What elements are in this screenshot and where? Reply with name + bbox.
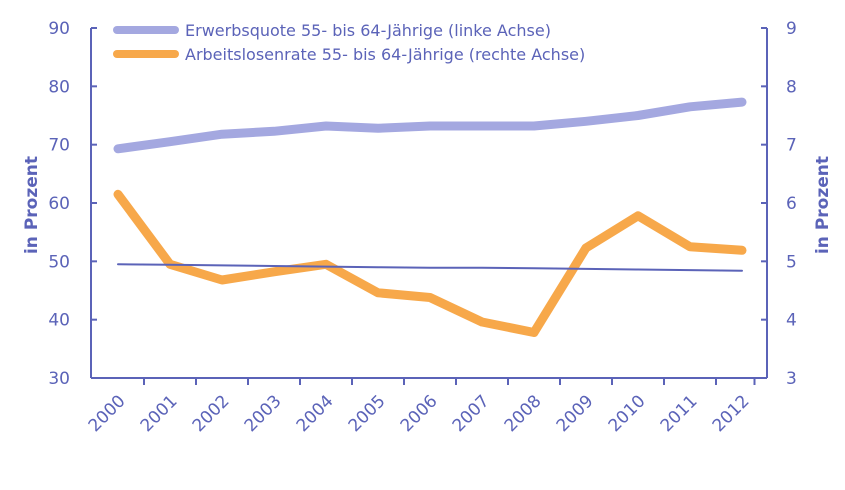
axes: [90, 28, 768, 379]
x-tick-label: 2012: [709, 391, 754, 436]
series-line-2: [113, 189, 747, 337]
y-left-tick-label: 80: [48, 77, 70, 97]
y-left-tick-label: 60: [48, 194, 70, 214]
x-tick-label: 2008: [501, 391, 546, 436]
x-tick-label: 2005: [345, 391, 390, 436]
y-axis-left-title: in Prozent: [22, 156, 42, 254]
y-right-tick-label: 9: [786, 19, 797, 39]
series-lines: [113, 97, 747, 337]
x-tick-label: 2007: [449, 391, 494, 436]
y-left-tick-label: 90: [48, 19, 70, 39]
x-tick-label: 2003: [241, 391, 286, 436]
x-tick-label: 2006: [397, 391, 442, 436]
y-axis-right-title: in Prozent: [813, 156, 833, 254]
x-tick-label: 2000: [85, 391, 130, 436]
series-line-3: [117, 263, 743, 272]
y-left-tick-label: 30: [48, 369, 70, 389]
y-right-tick-label: 5: [786, 252, 797, 272]
legend: Erwerbsquote 55- bis 64-Jährige (linke A…: [113, 21, 585, 64]
x-tick-label: 2009: [553, 391, 598, 436]
y-right-tick-label: 6: [786, 194, 797, 214]
y-right-tick-label: 8: [786, 77, 797, 97]
x-tick-label: 2011: [657, 391, 702, 436]
y-right-tick-label: 3: [786, 369, 797, 389]
legend-label-1: Erwerbsquote 55- bis 64-Jährige (linke A…: [185, 21, 551, 40]
legend-label-2: Arbeitslosenrate 55- bis 64-Jährige (rec…: [185, 45, 585, 64]
x-tick-label: 2010: [605, 391, 650, 436]
y-left-tick-label: 40: [48, 311, 70, 331]
x-tick-label: 2002: [189, 391, 234, 436]
y-left-tick-label: 50: [48, 252, 70, 272]
y-left-tick-label: 70: [48, 136, 70, 156]
x-tick-label: 2004: [293, 391, 338, 436]
x-tick-label: 2001: [137, 391, 182, 436]
y-right-tick-label: 4: [786, 311, 797, 331]
series-line-1: [113, 97, 747, 154]
y-right-tick-label: 7: [786, 136, 797, 156]
